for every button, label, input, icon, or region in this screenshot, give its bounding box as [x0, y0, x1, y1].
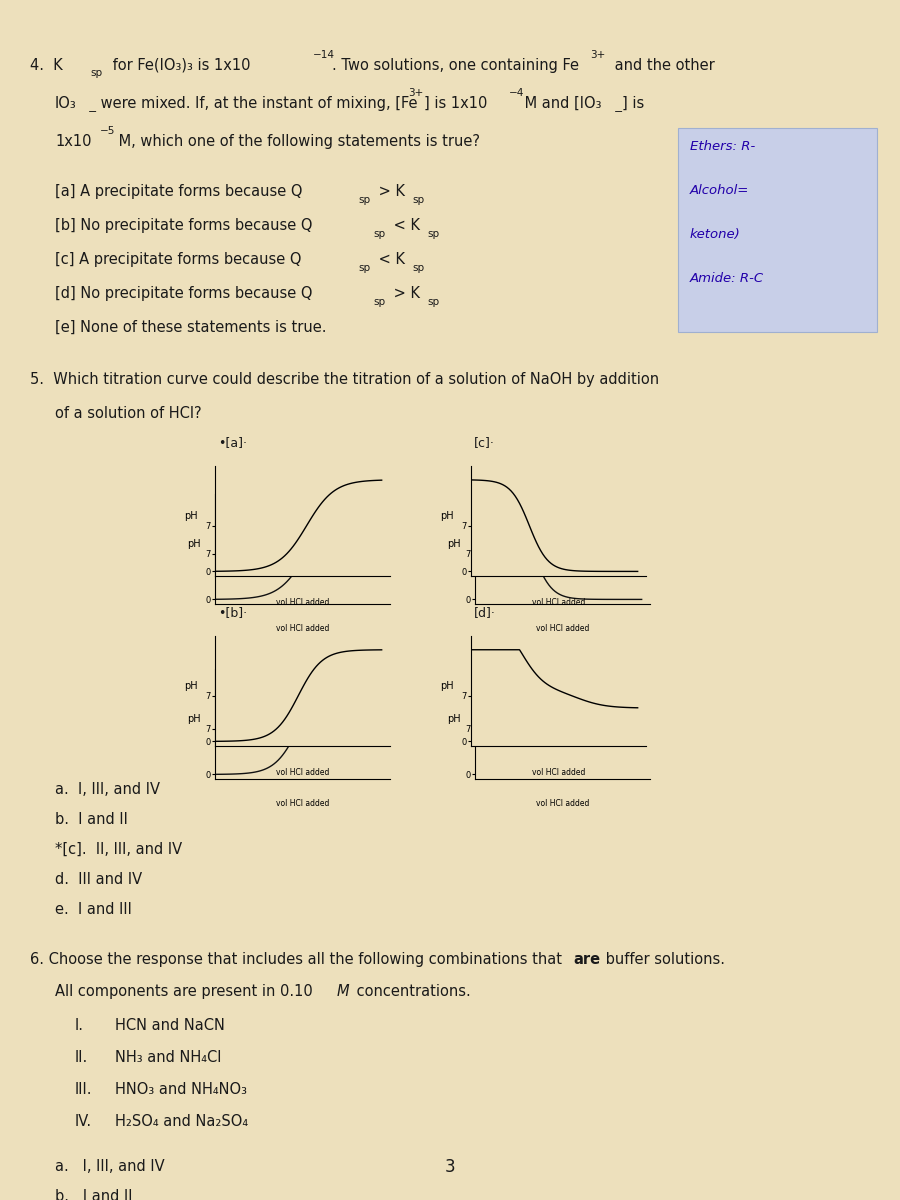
- Text: for Fe(IO₃)₃ is 1x10: for Fe(IO₃)₃ is 1x10: [108, 58, 250, 73]
- Text: *[c].  II, III, and IV: *[c]. II, III, and IV: [55, 842, 182, 857]
- FancyBboxPatch shape: [678, 128, 877, 332]
- Text: b.   I and II: b. I and II: [55, 1189, 132, 1200]
- Text: All components are present in 0.10: All components are present in 0.10: [55, 984, 318, 998]
- Text: −5: −5: [100, 126, 115, 136]
- Text: 1x10: 1x10: [55, 134, 92, 149]
- Y-axis label: pH: pH: [184, 511, 197, 521]
- Text: ketone): ketone): [690, 228, 741, 241]
- Text: [c]·: [c]·: [474, 436, 495, 449]
- Y-axis label: pH: pH: [187, 714, 201, 724]
- Text: M, which one of the following statements is true?: M, which one of the following statements…: [114, 134, 480, 149]
- Text: Amide: R-C: Amide: R-C: [690, 272, 764, 284]
- Text: IV.: IV.: [75, 1114, 92, 1129]
- Text: sp: sp: [373, 296, 385, 307]
- Text: 3+: 3+: [408, 88, 423, 98]
- Text: 5.  Which titration curve could describe the titration of a solution of NaOH by : 5. Which titration curve could describe …: [30, 372, 659, 386]
- Text: 6. Choose the response that includes all the following combinations that: 6. Choose the response that includes all…: [30, 952, 567, 967]
- Text: a.   I, III, and IV: a. I, III, and IV: [55, 1159, 165, 1174]
- Text: M and [IO₃: M and [IO₃: [520, 96, 601, 110]
- Text: are: are: [573, 952, 600, 967]
- Text: HCN and NaCN: HCN and NaCN: [115, 1018, 225, 1033]
- Text: −14: −14: [313, 50, 335, 60]
- Y-axis label: pH: pH: [447, 714, 461, 724]
- Text: IO₃: IO₃: [55, 96, 76, 110]
- Text: [c] A precipitate forms because Q: [c] A precipitate forms because Q: [55, 252, 302, 266]
- Text: sp: sp: [358, 263, 370, 272]
- Text: II.: II.: [75, 1050, 88, 1066]
- Text: < K: < K: [389, 218, 420, 233]
- Text: sp: sp: [373, 229, 385, 239]
- Text: −4: −4: [509, 88, 525, 98]
- Text: •[b]·: •[b]·: [218, 606, 248, 619]
- Y-axis label: pH: pH: [440, 511, 454, 521]
- Text: a.  I, III, and IV: a. I, III, and IV: [55, 782, 160, 797]
- Text: b.  I and II: b. I and II: [55, 812, 128, 827]
- Text: −: −: [614, 107, 624, 116]
- Text: [d] No precipitate forms because Q: [d] No precipitate forms because Q: [55, 286, 312, 301]
- Text: [e] None of these statements is true.: [e] None of these statements is true.: [55, 320, 327, 335]
- Text: ] is 1x10: ] is 1x10: [424, 96, 488, 110]
- Y-axis label: pH: pH: [187, 539, 201, 550]
- Text: M: M: [337, 984, 349, 998]
- Text: sp: sp: [412, 263, 424, 272]
- X-axis label: vol HCl added: vol HCl added: [275, 768, 329, 778]
- Text: d.  III and IV: d. III and IV: [55, 872, 142, 887]
- Text: sp: sp: [427, 296, 439, 307]
- Text: [a] A precipitate forms because Q: [a] A precipitate forms because Q: [55, 184, 302, 199]
- Text: . Two solutions, one containing Fe: . Two solutions, one containing Fe: [332, 58, 579, 73]
- Text: > K: > K: [374, 184, 405, 199]
- Text: and the other: and the other: [610, 58, 715, 73]
- Text: of a solution of HCl?: of a solution of HCl?: [55, 406, 202, 421]
- Text: ] is: ] is: [622, 96, 644, 110]
- X-axis label: vol HCl added: vol HCl added: [532, 768, 585, 778]
- Text: sp: sp: [358, 194, 370, 205]
- Text: Alcohol=: Alcohol=: [690, 184, 750, 197]
- X-axis label: vol HCl added: vol HCl added: [275, 598, 329, 607]
- Text: 4.  K: 4. K: [30, 58, 63, 73]
- X-axis label: vol HCl added: vol HCl added: [532, 598, 585, 607]
- Text: 3: 3: [445, 1158, 455, 1176]
- Y-axis label: pH: pH: [184, 680, 197, 691]
- Text: HNO₃ and NH₄NO₃: HNO₃ and NH₄NO₃: [115, 1082, 247, 1097]
- Text: [b] No precipitate forms because Q: [b] No precipitate forms because Q: [55, 218, 312, 233]
- Text: were mixed. If, at the instant of mixing, [Fe: were mixed. If, at the instant of mixing…: [96, 96, 418, 110]
- Text: [d]·: [d]·: [474, 606, 496, 619]
- Text: < K: < K: [374, 252, 405, 266]
- X-axis label: vol HCl added: vol HCl added: [275, 799, 329, 808]
- Text: −: −: [88, 107, 97, 116]
- Text: NH₃ and NH₄Cl: NH₃ and NH₄Cl: [115, 1050, 221, 1066]
- Text: sp: sp: [90, 68, 102, 78]
- Text: H₂SO₄ and Na₂SO₄: H₂SO₄ and Na₂SO₄: [115, 1114, 248, 1129]
- X-axis label: vol HCl added: vol HCl added: [275, 624, 329, 632]
- Text: e.  I and III: e. I and III: [55, 902, 132, 917]
- Y-axis label: pH: pH: [440, 680, 454, 691]
- Text: concentrations.: concentrations.: [352, 984, 471, 998]
- Text: > K: > K: [389, 286, 420, 301]
- Y-axis label: pH: pH: [447, 539, 461, 550]
- Text: sp: sp: [412, 194, 424, 205]
- Text: I.: I.: [75, 1018, 84, 1033]
- X-axis label: vol HCl added: vol HCl added: [536, 624, 590, 632]
- Text: III.: III.: [75, 1082, 93, 1097]
- Text: •[a]·: •[a]·: [218, 436, 247, 449]
- Text: buffer solutions.: buffer solutions.: [601, 952, 725, 967]
- Text: 3+: 3+: [590, 50, 605, 60]
- Text: Ethers: R-: Ethers: R-: [690, 140, 755, 152]
- X-axis label: vol HCl added: vol HCl added: [536, 799, 590, 808]
- Text: sp: sp: [427, 229, 439, 239]
